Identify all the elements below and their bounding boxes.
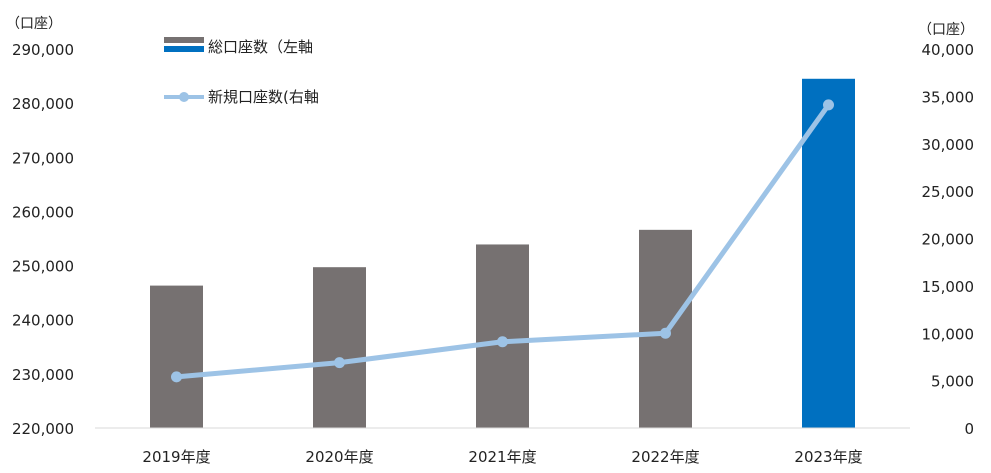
- right-axis-unit: （口座）: [918, 22, 974, 38]
- bar: [476, 244, 529, 428]
- bar: [150, 285, 203, 428]
- left-tick-label: 240,000: [12, 312, 74, 330]
- left-tick-label: 230,000: [12, 366, 74, 384]
- right-tick-label: 15,000: [922, 278, 975, 296]
- legend-label-total-accounts: 総口座数（左軸: [208, 38, 313, 56]
- x-tick-label: 2020年度: [305, 448, 373, 466]
- bar: [313, 267, 366, 428]
- line-point: [823, 99, 834, 111]
- legend: 総口座数（左軸 新規口座数(右軸: [164, 37, 319, 106]
- right-tick-label: 30,000: [922, 136, 975, 154]
- legend-label-new-accounts: 新規口座数(右軸: [208, 88, 319, 106]
- left-tick-label: 290,000: [12, 41, 74, 59]
- x-tick-label: 2023年度: [794, 448, 862, 466]
- legend-swatch-marker: [179, 92, 189, 102]
- right-tick-label: 20,000: [922, 231, 975, 249]
- right-tick-label: 25,000: [922, 183, 975, 201]
- left-tick-label: 260,000: [12, 203, 74, 221]
- bar-series-total-accounts: [150, 78, 855, 429]
- x-tick-label: 2022年度: [631, 448, 699, 466]
- right-axis: 0 5,000 10,000 15,000 20,000 25,000 30,000 35,0…: [922, 41, 975, 438]
- left-axis-unit: （口座）: [6, 16, 62, 32]
- line-point: [497, 336, 508, 348]
- line-series-new-accounts: [171, 99, 834, 383]
- legend-swatch-bar-gray: [164, 37, 204, 43]
- left-tick-label: 280,000: [12, 95, 74, 113]
- line-point: [171, 371, 182, 383]
- left-tick-label: 250,000: [12, 258, 74, 276]
- line-point: [334, 357, 345, 369]
- left-axis: 220,000 230,000 240,000 250,000 260,000 270,0…: [12, 41, 74, 438]
- right-tick-label: 0: [964, 420, 974, 438]
- left-tick-label: 220,000: [12, 420, 74, 438]
- legend-swatch-bar-blue: [164, 46, 204, 52]
- right-tick-label: 10,000: [922, 325, 975, 343]
- right-tick-label: 5,000: [931, 373, 974, 391]
- x-tick-label: 2021年度: [468, 448, 536, 466]
- line-point: [660, 327, 671, 339]
- x-axis: 2019年度 2020年度 2021年度 2022年度 2023年度: [142, 448, 862, 466]
- x-tick-label: 2019年度: [142, 448, 210, 466]
- right-tick-label: 40,000: [922, 41, 975, 59]
- left-tick-label: 270,000: [12, 149, 74, 167]
- bar: [802, 78, 855, 429]
- right-tick-label: 35,000: [922, 88, 975, 106]
